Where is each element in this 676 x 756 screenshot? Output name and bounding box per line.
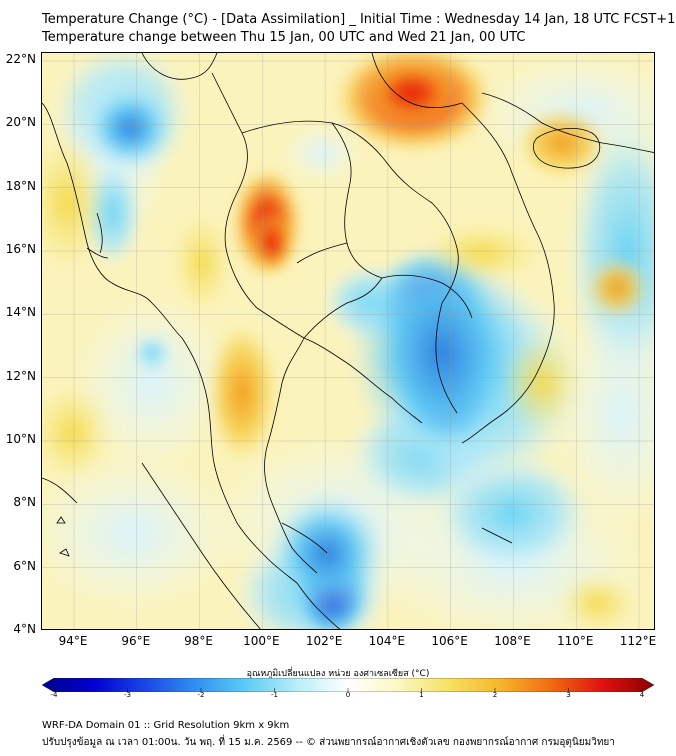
lat-label: 10°N xyxy=(5,432,36,446)
lat-label: 22°N xyxy=(5,52,36,66)
colorbar-tick-label: -2 xyxy=(197,691,205,699)
colorbar-gradient xyxy=(42,678,654,692)
lat-lon-gridlines xyxy=(42,53,654,629)
lat-label: 8°N xyxy=(13,495,36,510)
footer-credit: ปรับปรุงข้อมูล ณ เวลา 01:00น. วัน พฤ. ที… xyxy=(42,737,615,748)
lon-label: 108°E xyxy=(494,634,531,648)
colorbar-tick-label: 4 xyxy=(639,691,645,699)
lat-label: 4°N xyxy=(13,622,36,636)
country-borders xyxy=(42,53,654,629)
lat-label: 12°N xyxy=(5,368,36,383)
lon-label: 110°E xyxy=(556,634,594,648)
lon-label: 104°E xyxy=(368,634,406,648)
lon-label: 106°E xyxy=(431,634,468,648)
map-subtitle: Temperature change between Thu 15 Jan, 0… xyxy=(42,30,526,45)
map-canvas xyxy=(42,53,654,629)
colorbar-tick-label: 1 xyxy=(419,691,424,699)
colorbar-tick-label: -1 xyxy=(271,691,278,699)
colorbar-tick-label: 2 xyxy=(492,691,498,699)
colorbar-tick-label: 3 xyxy=(566,691,571,699)
lon-label: 102°E xyxy=(305,634,343,648)
colorbar-label: อุณหภูมิเปลี่ยนแปลง หน่วย องศาเซลเซียส (… xyxy=(246,669,430,679)
temperature-field xyxy=(42,53,654,629)
map-title: Temperature Change (°C) - [Data Assimila… xyxy=(42,12,676,27)
lon-label: 112°E xyxy=(619,634,657,648)
lat-label: 6°N xyxy=(13,558,36,573)
colorbar-tick-label: -3 xyxy=(124,691,131,699)
colorbar xyxy=(42,678,654,692)
colorbar-tick-label: -4 xyxy=(50,691,58,699)
lat-label: 18°N xyxy=(5,178,36,193)
lon-label: 100°E xyxy=(243,634,280,648)
lon-label: 96°E xyxy=(121,634,151,648)
colorbar-tick-label: 0 xyxy=(345,691,351,699)
lon-label: 94°E xyxy=(58,634,88,648)
lat-label: 20°N xyxy=(5,115,36,130)
footer-model-info: WRF-DA Domain 01 :: Grid Resolution 9km … xyxy=(42,720,290,731)
lat-label: 14°N xyxy=(5,305,36,320)
lat-label: 16°N xyxy=(5,242,36,256)
lon-label: 98°E xyxy=(184,634,213,648)
temperature-change-map xyxy=(41,52,655,630)
